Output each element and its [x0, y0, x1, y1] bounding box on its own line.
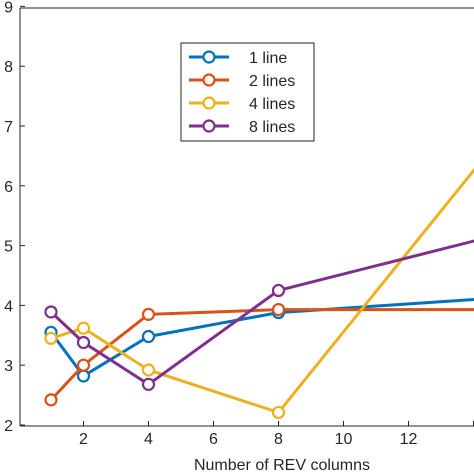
axes: 23456789246810121416 [4, 0, 474, 448]
series-4 [44, 239, 474, 391]
y-tick-label: 2 [4, 418, 13, 435]
data-point [76, 358, 91, 372]
legend-swatch-marker [202, 50, 216, 64]
x-tick-label: 10 [335, 431, 353, 448]
data-point [44, 305, 58, 319]
data-point [44, 393, 58, 407]
series-2 [44, 302, 474, 407]
legend: 1 line 2 lines 4 lines 8 lines [180, 42, 315, 142]
legend-swatch-marker [202, 73, 216, 87]
legend-swatch-marker [202, 119, 216, 133]
y-tick-label: 3 [4, 358, 13, 375]
x-tick-label: 2 [79, 431, 88, 448]
data-point [141, 307, 156, 321]
plot-area [44, 167, 474, 420]
x-tick-label: 12 [400, 431, 418, 448]
data-point [76, 369, 91, 383]
data-point [271, 405, 286, 420]
data-point [141, 363, 156, 377]
data-point [76, 335, 91, 350]
x-tick-label: 4 [144, 431, 153, 448]
x-tick-label: 6 [209, 431, 218, 448]
legend-entry-label: 2 lines [249, 73, 295, 90]
x-axis-title: Number of REV columns [194, 457, 370, 474]
y-tick-label: 9 [4, 0, 13, 16]
data-point [141, 377, 156, 391]
y-tick-label: 5 [4, 239, 13, 256]
x-tick-label: 8 [274, 431, 283, 448]
series-line [49, 308, 474, 401]
y-tick-label: 4 [4, 298, 13, 315]
legend-entry-label: 4 lines [249, 96, 295, 113]
y-tick-label: 6 [4, 179, 13, 196]
data-point [271, 302, 286, 317]
y-tick-label: 7 [4, 119, 13, 136]
data-point [271, 283, 286, 298]
legend-entry-label: 1 line [249, 50, 287, 67]
legend-swatch-marker [202, 96, 216, 110]
data-point [76, 321, 91, 335]
y-tick-label: 8 [4, 59, 13, 76]
data-point [44, 331, 58, 345]
legend-entry-label: 8 lines [249, 119, 295, 136]
data-point [141, 329, 156, 344]
